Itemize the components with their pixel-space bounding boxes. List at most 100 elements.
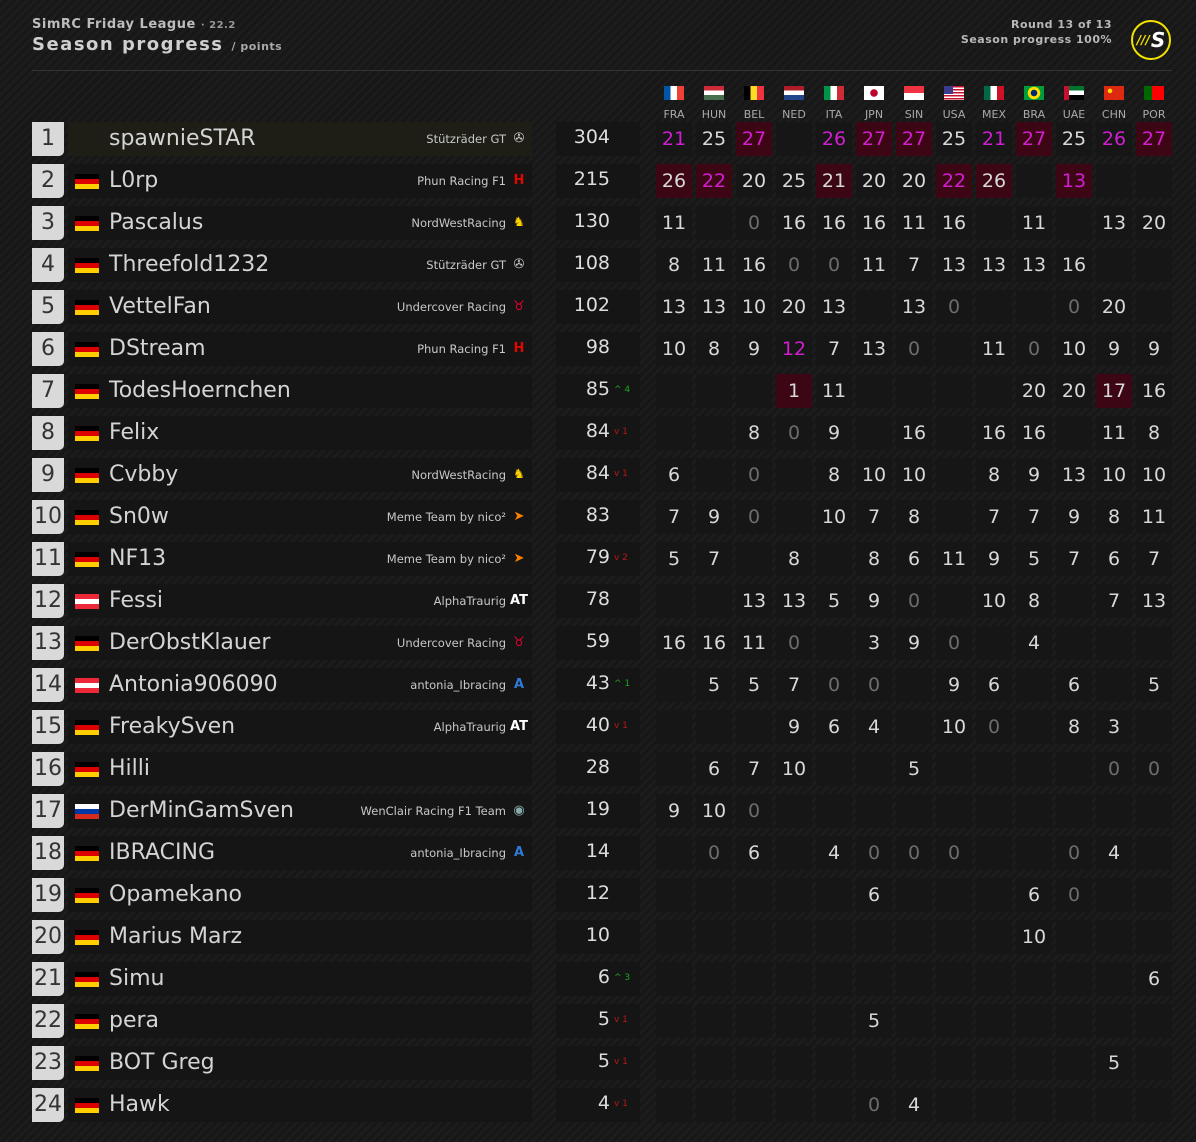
result-cell (976, 836, 1012, 870)
result-cell (696, 878, 732, 912)
result-cell (976, 1004, 1012, 1038)
result-cell: 7 (656, 500, 692, 534)
result-cell: 26 (656, 164, 692, 198)
result-cell (936, 1046, 972, 1080)
result-cell: 25 (936, 122, 972, 156)
result-cell: 5 (856, 1004, 892, 1038)
result-cell: 8 (856, 542, 892, 576)
team-name: NordWestRacing (411, 468, 506, 482)
table-row[interactable]: 23 BOT Greg 5 v 1 5 (32, 1046, 1172, 1080)
result-cell (656, 878, 692, 912)
result-cell: 20 (1056, 374, 1092, 408)
result-cell (936, 920, 972, 954)
table-row[interactable]: 2 L0rp Phun Racing F1 H 215 26 22 20 25 21 20… (32, 164, 1172, 198)
result-cell (1056, 584, 1092, 618)
points-cell: 215 (556, 164, 640, 198)
result-cell (1056, 1088, 1092, 1122)
result-cell (856, 374, 892, 408)
result-cell: 8 (696, 332, 732, 366)
driver-name: Simu (109, 966, 165, 991)
result-cell (896, 1046, 932, 1080)
table-row[interactable]: 22 pera 5 v 1 5 (32, 1004, 1172, 1038)
table-row[interactable]: 4 Threefold1232 Stützräder GT ✇ 108 8 11 1… (32, 248, 1172, 282)
result-cell (1136, 164, 1172, 198)
table-row[interactable]: 14 Antonia906090 antonia_Ibracing A 43 ^ … (32, 668, 1172, 702)
points-cell: 5 v 1 (556, 1004, 640, 1038)
result-cell: 7 (1056, 542, 1092, 576)
ferrari-icon: ♞ (513, 467, 525, 482)
result-cell: 12 (776, 332, 812, 366)
race-header-hun: HUN (696, 86, 732, 122)
result-cell: 0 (736, 458, 772, 492)
driver-name: L0rp (109, 168, 159, 193)
table-row[interactable]: 20 Marius Marz 10 10 (32, 920, 1172, 954)
result-cell: 5 (896, 752, 932, 786)
result-cell: 8 (1056, 710, 1092, 744)
race-header-bra: BRA (1016, 86, 1052, 122)
table-row[interactable]: 3 Pascalus NordWestRacing ♞ 130 11 0 16 16 1… (32, 206, 1172, 240)
points-cell: 40 v 1 (556, 710, 640, 744)
result-cell (856, 920, 892, 954)
team-name: Stützräder GT (426, 258, 506, 272)
result-cell (776, 1004, 812, 1038)
result-cell (936, 458, 972, 492)
table-row[interactable]: 16 Hilli 28 6 7 10 5 0 0 (32, 752, 1172, 786)
result-cell (656, 668, 692, 702)
table-row[interactable]: 7 TodesHoernchen 85 ^ 4 1 11 20 20 17 16 (32, 374, 1172, 408)
result-cell: 4 (1016, 626, 1052, 660)
table-row[interactable]: 1 spawnieSTAR Stützräder GT ✇ 304 21 25 27… (32, 122, 1172, 156)
result-cell: 13 (1136, 584, 1172, 618)
table-row[interactable]: 13 DerObstKlauer Undercover Racing ♉ 59 … (32, 626, 1172, 660)
position-badge: 2 (32, 164, 64, 198)
result-cell: 7 (736, 752, 772, 786)
flag-icon (75, 468, 99, 483)
result-cell: 20 (896, 164, 932, 198)
result-cell (976, 962, 1012, 996)
result-cell: 0 (736, 500, 772, 534)
table-row[interactable]: 10 Sn0w Meme Team by nico² ➤ 83 7 9 0 10 7 8 7… (32, 500, 1172, 534)
table-row[interactable]: 9 Cvbby NordWestRacing ♞ 84 v 1 6 0 8 10 10 8 9… (32, 458, 1172, 492)
table-row[interactable]: 17 DerMinGamSven WenClair Racing F1 Team… (32, 794, 1172, 828)
result-cell: 1 (776, 374, 812, 408)
flag-icon (75, 636, 99, 651)
result-cell: 6 (1096, 542, 1132, 576)
driver-name: DerMinGamSven (109, 798, 294, 823)
result-cell: 0 (1096, 752, 1132, 786)
result-cell: 5 (656, 542, 692, 576)
result-cell (936, 878, 972, 912)
result-cell (776, 1046, 812, 1080)
table-row[interactable]: 21 Simu 6 ^ 3 6 (32, 962, 1172, 996)
position-badge: 24 (32, 1088, 64, 1122)
table-row[interactable]: 6 DStream Phun Racing F1 H 98 10 8 9 12 7 13 0… (32, 332, 1172, 366)
result-cell (936, 500, 972, 534)
result-cell: 16 (976, 416, 1012, 450)
result-cell: 8 (896, 500, 932, 534)
driver-name: NF13 (109, 546, 167, 571)
result-cell (1136, 1004, 1172, 1038)
flag-icon (75, 930, 99, 945)
result-cell (1096, 878, 1132, 912)
flag-icon (75, 804, 99, 819)
driver-name: Hawk (109, 1092, 170, 1117)
result-cell: 9 (1096, 332, 1132, 366)
result-cell: 10 (736, 290, 772, 324)
result-cell (976, 1046, 1012, 1080)
flag-icon (75, 678, 99, 693)
table-row[interactable]: 8 Felix 84 v 1 8 0 9 16 16 16 11 8 (32, 416, 1172, 450)
result-cell: 10 (1096, 458, 1132, 492)
result-cell: 0 (1056, 290, 1092, 324)
table-row[interactable]: 12 Fessi AlphaTraurig AT 78 13 13 5 9 0 10 8 7 1… (32, 584, 1172, 618)
result-cell: 0 (896, 836, 932, 870)
result-cell: 11 (1136, 500, 1172, 534)
league-version: · 22.2 (200, 20, 236, 31)
result-cell: 9 (656, 794, 692, 828)
points-cell: 43 ^ 1 (556, 668, 640, 702)
points-cell: 19 (556, 794, 640, 828)
race-header-bel: BEL (736, 86, 772, 122)
table-row[interactable]: 5 VettelFan Undercover Racing ♉ 102 13 13… (32, 290, 1172, 324)
